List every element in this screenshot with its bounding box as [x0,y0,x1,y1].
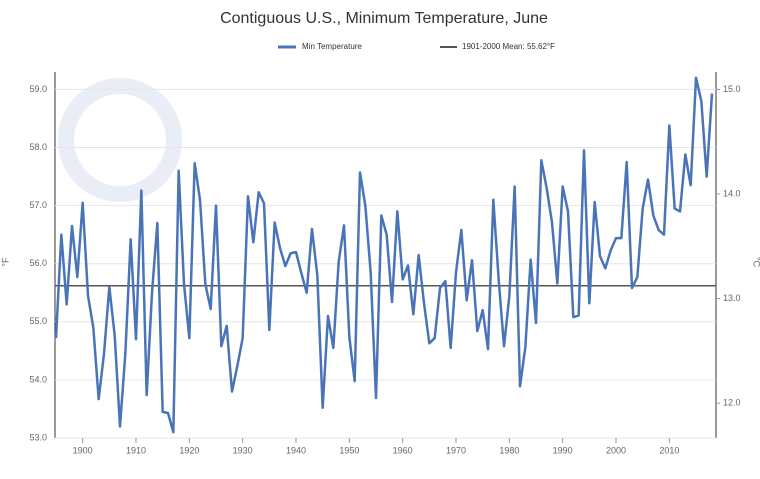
legend-label: 1901-2000 Mean: 55.62°F [462,42,555,51]
x-tick-label: 2010 [659,445,679,455]
y2-tick-label: 14.0 [723,188,741,198]
x-tick-label: 1960 [393,445,413,455]
y-tick-label: 55.0 [29,316,47,326]
x-tick-label: 1970 [446,445,466,455]
x-tick-label: 1940 [286,445,306,455]
x-tick-label: 1900 [73,445,93,455]
x-tick-label: 1990 [553,445,573,455]
data-line [54,76,714,434]
y-tick-label: 58.0 [29,142,47,152]
watermark [58,78,182,202]
y2-tick-label: 13.0 [723,293,741,303]
x-tick-label: 1930 [233,445,253,455]
legend-label: Min Temperature [302,42,362,51]
x-tick-label: 1950 [339,445,359,455]
y2-axis-label: °C [752,257,760,268]
x-tick-label: 2000 [606,445,626,455]
x-tick-label: 1920 [179,445,199,455]
y-axis-label: °F [0,257,10,267]
chart-title: Contiguous U.S., Minimum Temperature, Ju… [220,10,548,27]
y-tick-label: 59.0 [29,84,47,94]
y-tick-label: 54.0 [29,374,47,384]
x-tick-label: 1980 [499,445,519,455]
y-tick-label: 56.0 [29,258,47,268]
y-tick-label: 57.0 [29,200,47,210]
y2-tick-label: 12.0 [723,398,741,408]
y-tick-label: 53.0 [29,432,47,442]
x-tick-label: 1910 [126,445,146,455]
y2-tick-label: 15.0 [723,84,741,94]
